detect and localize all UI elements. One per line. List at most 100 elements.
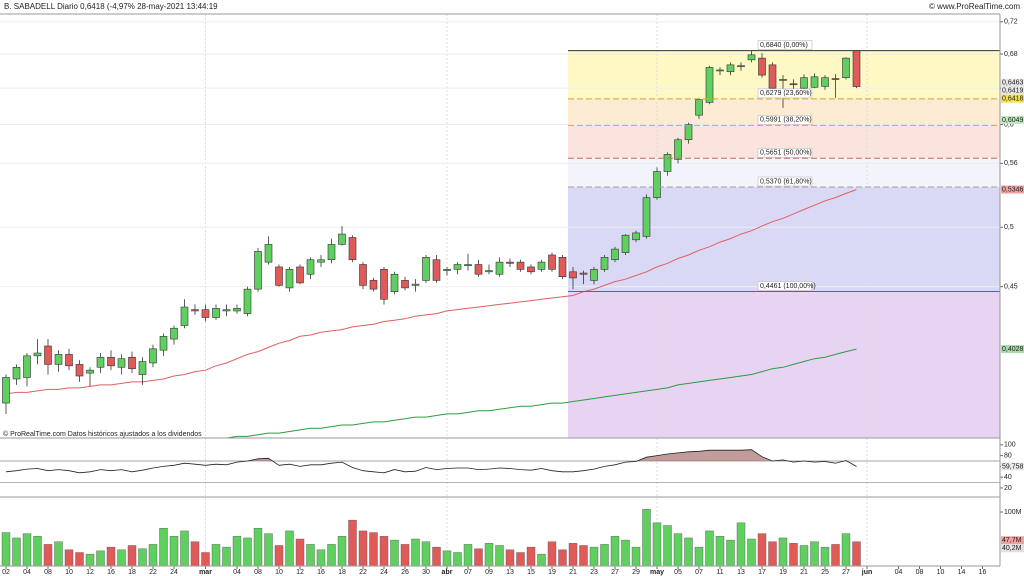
volume-bar	[390, 539, 399, 567]
candle-body	[590, 269, 598, 281]
volume-bar	[736, 522, 746, 567]
volume-bar	[516, 552, 525, 567]
volume-bar	[169, 536, 179, 567]
candle-body	[800, 77, 808, 89]
volume-bar	[222, 546, 231, 567]
x-tick-label: 18	[338, 569, 346, 576]
candle-body	[600, 257, 609, 270]
x-tick-label: 11	[716, 569, 723, 576]
candle-body	[842, 57, 850, 78]
y-tick-label: 59,758	[1002, 463, 1024, 470]
candle-body	[23, 355, 31, 378]
volume-bar	[253, 528, 263, 567]
candle-body	[264, 244, 273, 263]
candle-body	[579, 272, 588, 275]
x-tick-label: 30	[422, 569, 430, 576]
candle-body	[380, 269, 388, 300]
candle-body	[285, 269, 294, 289]
volume-bar	[715, 536, 725, 567]
volume-bar	[127, 545, 137, 567]
candle-body	[747, 54, 756, 61]
candle-body	[390, 273, 399, 292]
candle-body	[674, 139, 682, 160]
price-label: 0,6418	[1002, 95, 1024, 102]
x-tick-label: 29	[632, 569, 640, 576]
overbought-area	[6, 449, 857, 461]
x-tick-label: 24	[170, 569, 178, 576]
fib-label-box	[757, 115, 813, 125]
volume-bar	[600, 544, 609, 567]
volume-bar	[1, 532, 11, 567]
volume-bar	[274, 545, 284, 567]
y-tick-label: 80	[1004, 452, 1012, 459]
x-tick-label: 24	[380, 569, 388, 576]
y-tick-label: 0,45	[1004, 283, 1018, 290]
candle-body	[107, 356, 115, 367]
fib-label-box	[757, 40, 813, 50]
x-tick-label: 02	[2, 569, 10, 576]
candle-body	[611, 248, 619, 261]
candle-body	[642, 197, 651, 237]
candle-body	[453, 264, 462, 270]
price-label-box	[1001, 536, 1024, 545]
volume-bar	[379, 536, 389, 567]
x-tick-label: 12	[296, 569, 304, 576]
x-tick-label: 16	[107, 569, 115, 576]
candle-body	[726, 64, 735, 72]
fib-label: 0,6840 (0,00%)	[760, 42, 808, 49]
volume-bar	[421, 541, 431, 567]
y-tick-label: 100	[1004, 442, 1016, 449]
volume-bar	[768, 541, 777, 567]
candle-body	[569, 271, 577, 279]
price-label: 0,4028	[1002, 346, 1024, 353]
x-tick-label: 04	[23, 569, 31, 576]
price-label: 0,6419	[1002, 87, 1024, 94]
candle-body	[516, 261, 525, 270]
volume-bar	[138, 548, 147, 567]
x-tick-label: 23	[590, 569, 598, 576]
volume-bar	[316, 549, 326, 567]
x-tick-label: 26	[401, 569, 409, 576]
candle-body	[768, 64, 777, 89]
candle-body	[621, 234, 630, 253]
x-tick-label: 08	[44, 569, 52, 576]
candle-body	[243, 288, 252, 314]
x-tick-label: 15	[527, 569, 535, 576]
note: © ProRealTime.com Datos históricos ajust…	[3, 430, 202, 438]
candle-body	[369, 280, 378, 290]
volume-bar	[631, 546, 641, 567]
x-tick-label: 08	[916, 569, 924, 576]
x-tick-label: 18	[128, 569, 136, 576]
candle-body	[306, 259, 315, 275]
volume-bar	[820, 546, 830, 567]
candle-body	[464, 264, 472, 267]
volume-bar	[642, 509, 651, 567]
volume-bar	[684, 537, 693, 567]
volume-bar	[54, 541, 63, 567]
y-tick-label: 0,6	[1004, 121, 1014, 128]
candle-body	[474, 264, 483, 275]
fib-label: 0,5370 (61,80%)	[760, 178, 812, 185]
volume-bar	[663, 525, 672, 567]
x-tick-label: 14	[958, 569, 966, 576]
y-tick-label: 0,5	[1004, 224, 1014, 231]
candle-body	[758, 57, 766, 76]
volume-bar	[474, 548, 483, 567]
volume-bar	[673, 533, 683, 567]
x-tick-label: 22	[149, 569, 157, 576]
candle-body	[852, 50, 861, 87]
candle-body	[201, 309, 210, 318]
fib-label: 0,4461 (100,00%)	[760, 283, 816, 290]
candle-body	[296, 266, 304, 284]
x-tick-label: 13	[737, 569, 745, 576]
volume-bar	[12, 537, 21, 567]
price-label: 40,2M	[1002, 545, 1022, 552]
volume-bar	[285, 530, 294, 567]
candle-body	[810, 76, 819, 88]
price-label: 0,5346	[1002, 186, 1024, 193]
x-tick-label: 10	[65, 569, 73, 576]
candle-body	[348, 237, 357, 261]
volume-bar	[495, 545, 504, 567]
volume-bar	[190, 541, 200, 567]
